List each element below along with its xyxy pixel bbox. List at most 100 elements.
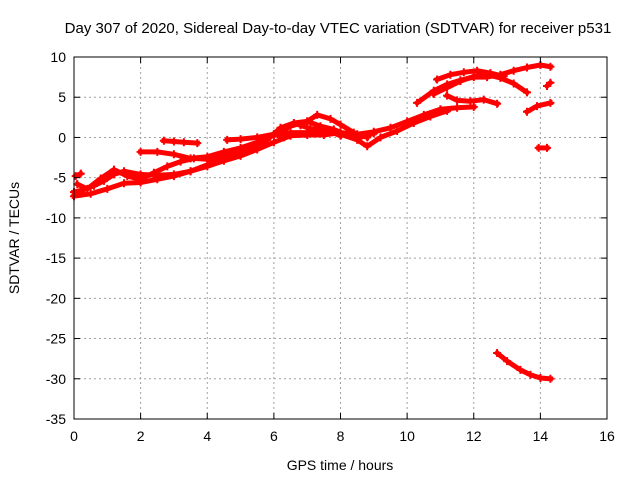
data-point: [71, 172, 80, 181]
data-point: [269, 138, 278, 147]
x-tick-label: 6: [270, 428, 278, 444]
data-point: [546, 98, 555, 107]
x-axis-label: GPS time / hours: [287, 457, 394, 473]
data-point: [326, 114, 335, 123]
x-tick-label: 10: [399, 428, 415, 444]
data-track-line: [297, 122, 344, 140]
x-tick-label: 14: [533, 428, 549, 444]
data-track-10: [433, 66, 508, 84]
data-point: [306, 124, 315, 133]
data-track-14: [534, 143, 551, 152]
data-point: [479, 95, 488, 104]
x-tick-label: 2: [137, 428, 145, 444]
data-point: [466, 97, 475, 106]
chart-title: Day 307 of 2020, Sidereal Day-to-day VTE…: [65, 20, 612, 37]
y-tick-label: -35: [46, 411, 66, 427]
y-tick-label: -15: [46, 250, 66, 266]
data-point: [169, 150, 178, 159]
data-point: [136, 175, 145, 184]
data-track-5: [223, 130, 288, 144]
y-tick-label: 5: [58, 89, 66, 105]
data-point: [296, 121, 305, 130]
data-track-12: [523, 98, 555, 116]
data-point: [323, 126, 332, 135]
data-point: [516, 365, 525, 374]
data-point: [363, 142, 372, 151]
data-track-line: [161, 138, 200, 146]
y-axis-label: SDTVAR / TECUs: [6, 182, 22, 294]
data-point: [343, 131, 352, 139]
data-point: [433, 75, 442, 84]
data-point: [376, 133, 385, 142]
data-point: [443, 106, 452, 115]
data-point: [176, 157, 185, 166]
data-point: [279, 133, 288, 142]
y-tick-label: 0: [58, 129, 66, 145]
data-point: [103, 184, 112, 193]
data-point: [413, 98, 422, 107]
data-point: [473, 66, 482, 75]
data-point: [453, 96, 462, 105]
data-point: [219, 147, 228, 156]
data-point: [426, 112, 435, 121]
data-track-6: [296, 121, 345, 140]
data-point: [193, 139, 202, 148]
data-point: [493, 99, 502, 108]
y-tick-label: 10: [50, 49, 66, 65]
data-track-11: [443, 91, 502, 108]
data-point: [509, 79, 518, 88]
data-point: [169, 172, 178, 181]
data-point: [223, 135, 232, 144]
data-point: [153, 175, 162, 184]
data-point: [546, 62, 555, 71]
data-track-line: [138, 112, 371, 161]
x-tick-label: 4: [203, 428, 211, 444]
data-point: [393, 127, 402, 135]
data-point: [546, 374, 555, 383]
data-point: [149, 168, 158, 177]
data-point: [96, 174, 105, 183]
data-point: [493, 349, 502, 357]
data-point: [336, 120, 345, 129]
data-point: [469, 102, 478, 111]
data-point: [446, 70, 455, 79]
data-point: [169, 137, 178, 146]
data-point: [186, 167, 195, 176]
data-point: [163, 162, 172, 171]
data-point: [409, 119, 418, 127]
x-tick-label: 8: [337, 428, 345, 444]
data-point: [110, 165, 118, 174]
data-point: [349, 128, 358, 137]
data-track-7: [71, 169, 85, 181]
data-track-4: [159, 136, 202, 148]
data-point: [76, 169, 85, 178]
data-point: [499, 72, 508, 81]
data-point: [369, 129, 378, 138]
data-point: [429, 90, 438, 98]
data-point: [153, 147, 162, 156]
data-point: [303, 117, 312, 126]
data-track-line: [71, 107, 451, 200]
y-tick-label: -20: [46, 290, 66, 306]
data-point: [286, 122, 295, 131]
data-point: [443, 91, 452, 100]
y-tick-label: -30: [46, 371, 66, 387]
data-points: [70, 61, 555, 383]
y-tick-label: -25: [46, 331, 66, 347]
data-point: [136, 147, 145, 156]
data-point: [443, 83, 452, 92]
data-point: [159, 136, 168, 145]
data-point: [453, 103, 462, 112]
data-point: [533, 102, 541, 111]
data-point: [186, 154, 195, 163]
x-tick-label: 16: [599, 428, 615, 444]
data-point: [459, 68, 468, 77]
data-point: [269, 130, 278, 139]
data-point: [236, 143, 245, 152]
data-point: [456, 77, 465, 86]
data-track-1: [70, 106, 452, 201]
data-point: [236, 135, 245, 144]
data-point: [523, 88, 531, 97]
data-point: [509, 66, 518, 75]
